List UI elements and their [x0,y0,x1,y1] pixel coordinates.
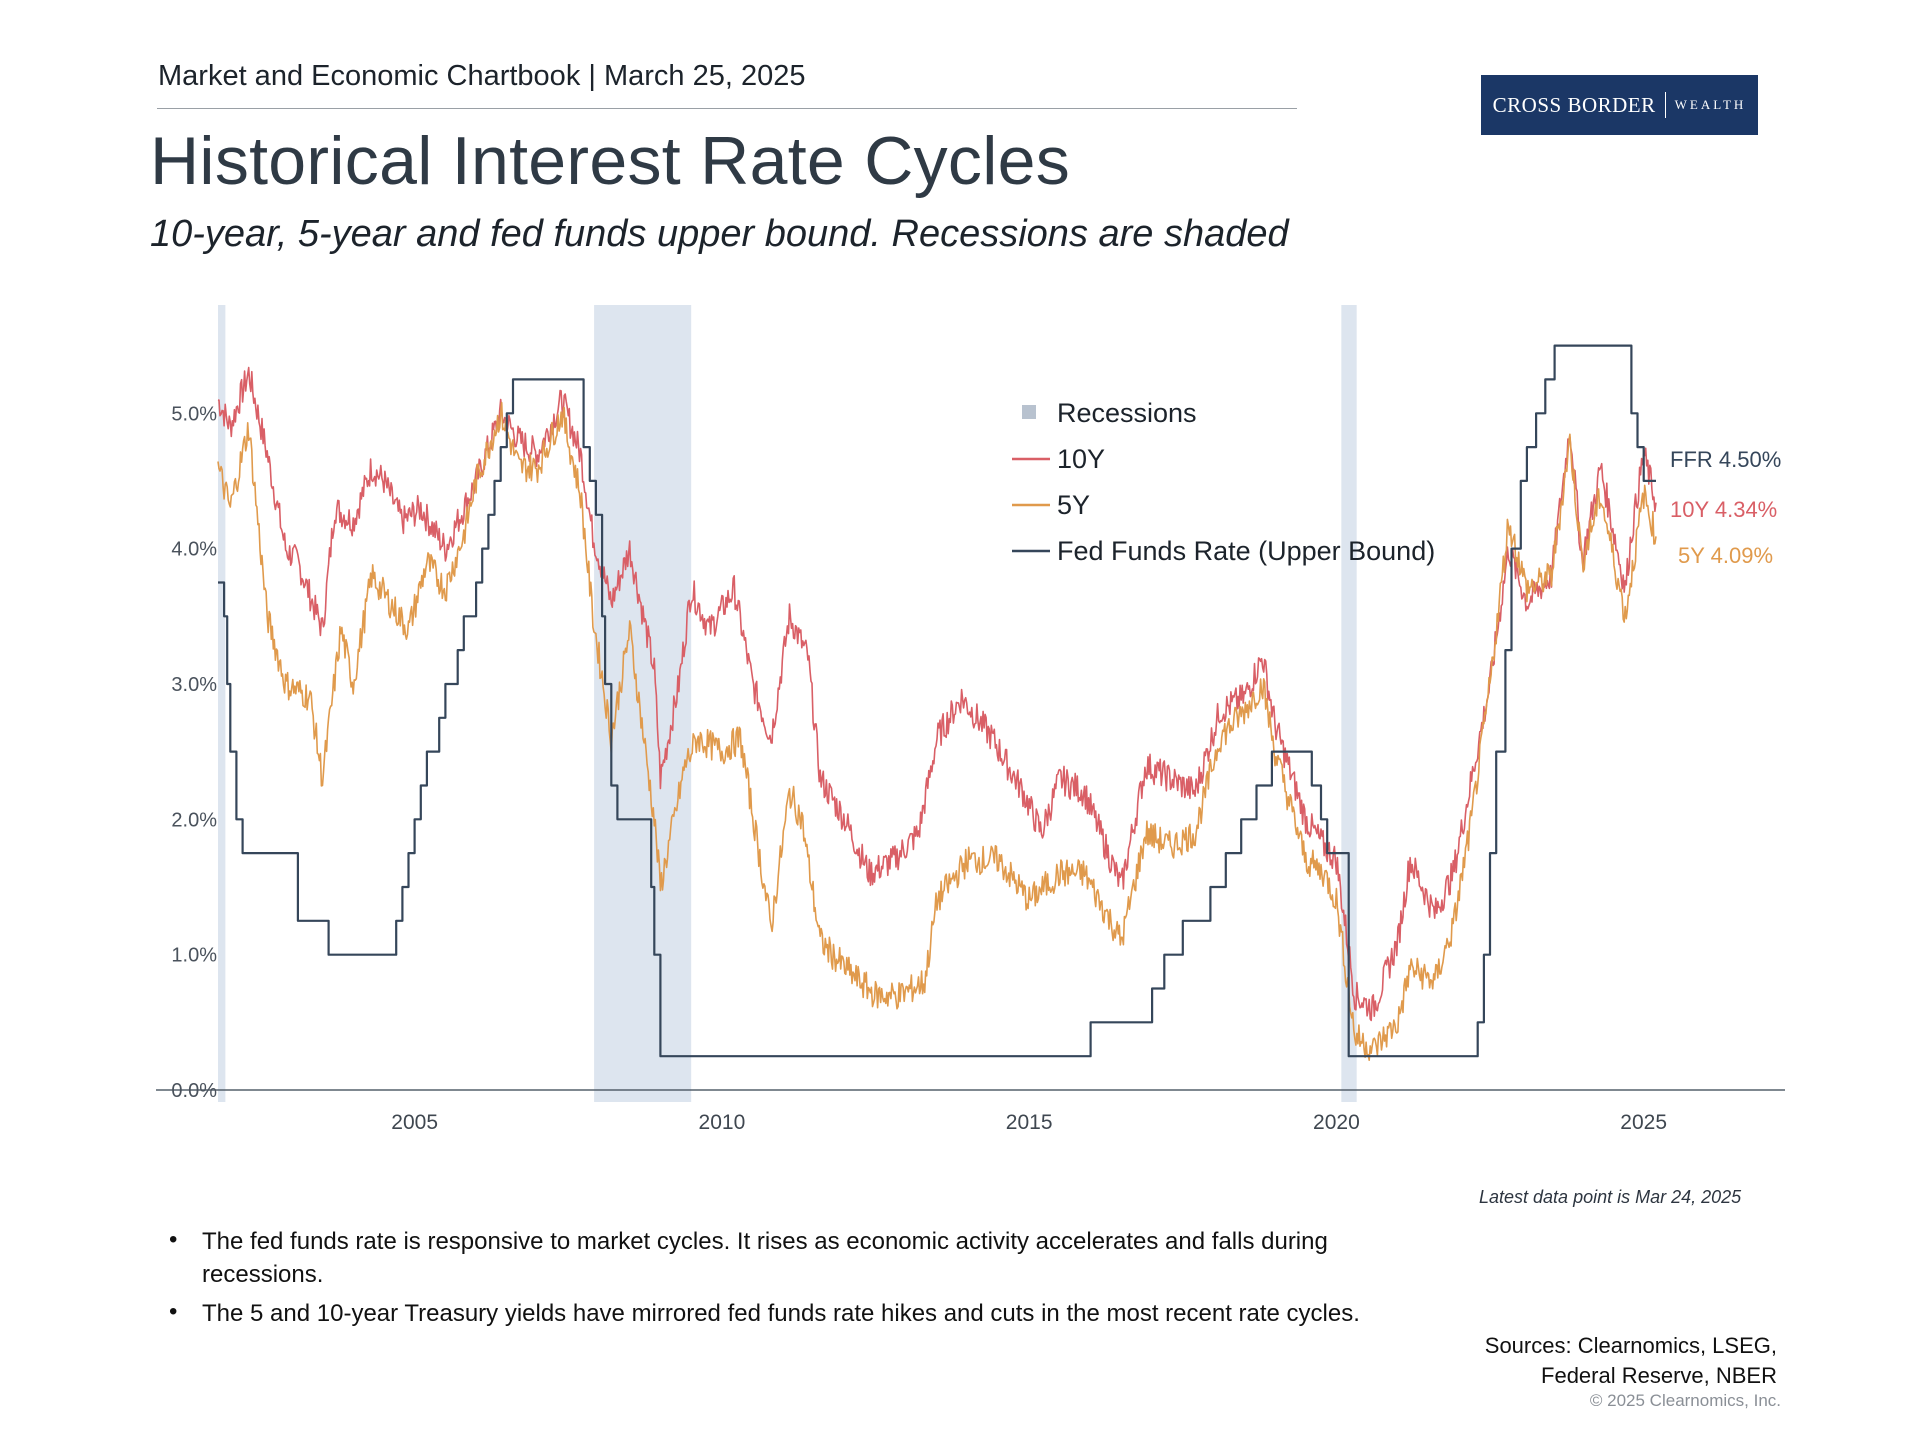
series-lines [217,344,1657,1061]
y-tick-label: 0.0% [171,1080,217,1102]
copyright: © 2025 Clearnomics, Inc. [1589,1391,1781,1410]
legend: Recessions 10Y 5Y Fed Funds Rate (Upper Bou… [1012,398,1435,566]
x-tick-label: 2020 [1313,1111,1360,1134]
sources-line: Sources: Clearnomics, LSEG, [1484,1333,1777,1358]
y-tick-label: 4.0% [171,539,217,561]
legend-label: 10Y [1057,444,1105,474]
header-divider [157,108,1297,109]
sources-note: Sources: Clearnomics, LSEG, Federal Rese… [1485,1331,1777,1391]
logo-brand-text: CROSS BORDER [1492,92,1656,117]
page-subtitle: 10-year, 5-year and fed funds upper boun… [150,213,1289,255]
y-tick-label: 5.0% [171,403,217,425]
brand-logo: CROSS BORDER WEALTH [1481,75,1758,135]
series-line-10y [217,366,1657,1022]
series-line-fed-funds-rate-upper-bound- [218,344,1656,1058]
logo-separator [1664,92,1666,118]
x-tick-label: 2010 [699,1111,746,1134]
legend-swatch-square [1022,405,1036,419]
legend-label: Fed Funds Rate (Upper Bound) [1057,536,1435,566]
x-tick-label: 2015 [1006,1111,1053,1134]
legend-label: 5Y [1057,490,1090,520]
axes: 0.0% 1.0% 2.0% 3.0% 4.0% 5.0% 2005 2010 2015 2020… [156,403,1785,1134]
y-tick-label: 1.0% [171,945,217,967]
recession-band [218,305,226,1102]
bullet-dot-icon: • [169,1226,178,1253]
y-tick-label: 2.0% [171,809,217,831]
page-title: Historical Interest Rate Cycles [150,123,1071,199]
legend-label: Recessions [1057,398,1197,428]
y-tick-label: 3.0% [171,674,217,696]
end-labels: FFR 4.50% 10Y 4.34% 5Y 4.09% [1670,447,1781,568]
series-line-5y [217,401,1657,1061]
end-label: 5Y 4.09% [1678,543,1773,568]
end-label: FFR 4.50% [1670,447,1781,472]
latest-data-note: Latest data point is Mar 24, 2025 [1479,1187,1742,1207]
bullet-text: The fed funds rate is responsive to mark… [202,1228,1328,1288]
recession-band [1341,305,1357,1102]
bullet-list: • The fed funds rate is responsive to mar… [165,1225,1395,1336]
bullet-text: The 5 and 10-year Treasury yields have m… [202,1300,1360,1327]
logo-tagline-text: WEALTH [1674,97,1747,112]
sources-line: Federal Reserve, NBER [1541,1363,1777,1388]
x-tick-label: 2025 [1620,1111,1667,1134]
bullet-dot-icon: • [169,1298,178,1325]
chartbook-header: Market and Economic Chartbook | March 25… [158,60,806,92]
bullet-item: • The 5 and 10-year Treasury yields have … [165,1297,1395,1330]
bullet-item: • The fed funds rate is responsive to mar… [165,1225,1395,1291]
x-tick-label: 2005 [391,1111,438,1134]
end-label: 10Y 4.34% [1670,497,1777,522]
